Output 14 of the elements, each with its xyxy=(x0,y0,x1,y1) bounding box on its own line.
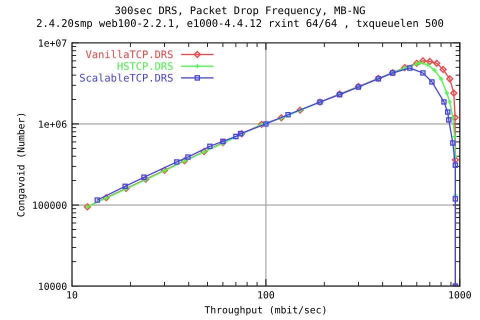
x-axis-title: Throughput (mbit/sec) xyxy=(204,306,326,316)
x-tick-label: 1000 xyxy=(449,291,471,299)
legend-label: VanillaTCP.DRS xyxy=(86,50,173,58)
y-tick-label: 10000 xyxy=(39,282,67,290)
y-tick-label: 100000 xyxy=(33,202,67,209)
legend-label: HSTCP.DRS xyxy=(118,62,173,70)
y-tick-label: 1e+07 xyxy=(39,39,66,47)
chart-subtitle: 2.4.20smp web100-2.2.1, e1000-4.4.12 rxint 64/64 , txqueuelen 500 xyxy=(36,18,444,30)
chart-title: 300sec DRS, Packet Drop Frequency, MB-NG xyxy=(115,6,365,16)
y-axis-title: Congavoid (Number) xyxy=(16,114,26,216)
legend-label: ScalableTCP.DRS xyxy=(80,74,173,82)
y-tick-label: 1e+06 xyxy=(39,120,67,128)
x-tick-label: 10 xyxy=(67,291,78,299)
x-tick-label: 100 xyxy=(258,291,274,299)
